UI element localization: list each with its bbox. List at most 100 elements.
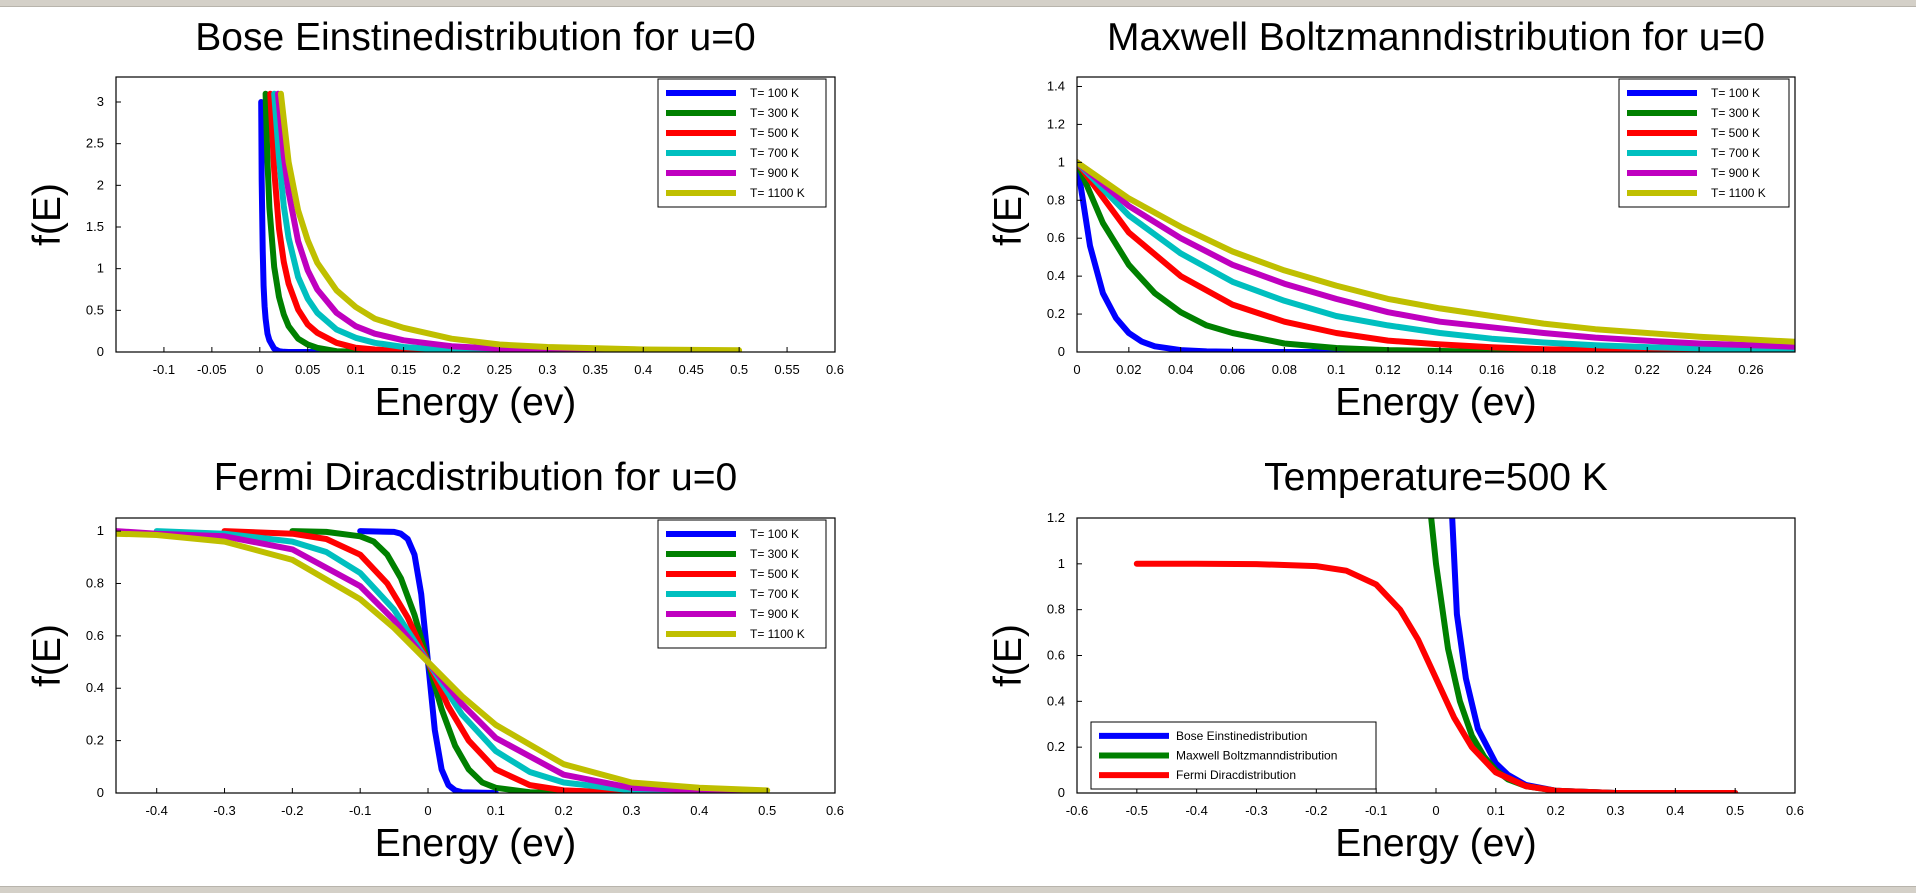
x-tick-label: 0 [1073,362,1080,377]
legend-label: T= 300 K [1711,106,1760,120]
series-line-3 [1133,560,1739,793]
legend-label: T= 500 K [1711,126,1760,140]
x-tick-label: -0.3 [1245,803,1267,818]
y-tick-label: 0.4 [1047,268,1065,283]
x-tick-label: 0.06 [1220,362,1245,377]
y-tick-label: 0.4 [1047,693,1065,708]
x-tick-label: 0 [424,803,431,818]
y-tick-label: 0.5 [86,302,104,317]
legend-label: T= 300 K [750,106,799,120]
legend-label: T= 1100 K [750,186,805,200]
x-tick-label: 0.08 [1272,362,1297,377]
y-tick-label: 0.2 [86,733,104,748]
x-tick-label: 0.16 [1479,362,1504,377]
x-tick-label: 0.02 [1116,362,1141,377]
x-axis-label: Energy (ev) [1335,381,1537,424]
plot-frame [115,517,836,794]
x-tick-label: 0.05 [295,362,320,377]
x-tick-label: 0.5 [1726,803,1744,818]
x-tick-label: 0.15 [391,362,416,377]
x-tick-label: 0.5 [758,803,776,818]
x-tick-label: 0.2 [1547,803,1565,818]
x-tick-label: 0.3 [1606,803,1624,818]
legend-label: T= 700 K [1711,146,1760,160]
x-tick-label: -0.1 [349,803,371,818]
x-tick-label: 0.45 [679,362,704,377]
x-tick-label: 0.2 [1586,362,1604,377]
series-line-6 [277,90,743,352]
x-tick-label: 0.24 [1686,362,1711,377]
y-tick-label: 0.6 [86,628,104,643]
x-tick-label: 0.5 [730,362,748,377]
series-line-4 [1077,159,1795,352]
y-tick-label: 0.6 [1047,230,1065,245]
x-tick-label: 0.55 [774,362,799,377]
x-tick-label: 0.18 [1531,362,1556,377]
window-bottom-frame [0,886,1916,893]
y-tick-label: 1 [97,261,104,276]
y-tick-label: 0 [1058,344,1065,359]
chart-title: Bose Einstinedistribution for u=0 [195,16,755,59]
y-tick-label: 1.4 [1047,78,1065,93]
chart-panel-4: Temperature=500 K -0.6 -0.5 -0.4 -0.3 -0.2 -0.… [987,456,1804,865]
x-tick-label: 0.3 [622,803,640,818]
x-tick-label: 0.6 [826,362,844,377]
x-tick-label: 0.6 [1786,803,1804,818]
x-tick-label: 0.2 [555,803,573,818]
x-tick-label: 0.25 [487,362,512,377]
chart-title: Temperature=500 K [1264,456,1608,499]
y-tick-label: 2 [97,177,104,192]
y-tick-label: 2.5 [86,136,104,151]
y-tick-label: 0.8 [1047,602,1065,617]
series-group [1133,518,1739,793]
x-tick-label: -0.5 [1126,803,1148,818]
x-tick-label: 0.1 [347,362,365,377]
x-tick-label: -0.1 [153,362,175,377]
chart-panel-3: Fermi Diracdistribution for u=0 -0.4 -0.3 -… [26,456,844,865]
y-tick-label: 0.4 [86,680,104,695]
series-group [1077,159,1795,352]
x-tick-label: 0.1 [1487,803,1505,818]
x-tick-label: 0.4 [690,803,708,818]
x-tick-label: -0.1 [1365,803,1387,818]
x-axis-label: Energy (ev) [375,381,577,424]
x-tick-label: 0.14 [1427,362,1452,377]
legend-label: Maxwell Boltzmanndistribution [1176,749,1337,763]
legend-label: T= 300 K [750,547,799,561]
y-tick-label: 1 [97,523,104,538]
x-tick-label: 0.2 [442,362,460,377]
x-tick-label: -0.4 [1185,803,1207,818]
y-tick-label: 0.2 [1047,739,1065,754]
series-group [116,528,771,793]
chart-panel-2: Maxwell Boltzmanndistribution for u=0 0 0.… [987,16,1796,424]
y-axis-label: f(E) [26,183,69,246]
x-tick-label: -0.3 [213,803,235,818]
legend-label: T= 900 K [1711,166,1760,180]
y-tick-label: 0 [97,344,104,359]
chart-title: Maxwell Boltzmanndistribution for u=0 [1107,16,1765,59]
x-tick-label: 0.22 [1635,362,1660,377]
legend-label: T= 100 K [750,86,799,100]
y-tick-label: 3 [97,94,104,109]
legend-label: T= 900 K [750,607,799,621]
chart-panel-1: Bose Einstinedistribution for u=0 -0.1 -0.… [26,16,844,424]
x-tick-label: -0.2 [281,803,303,818]
legend-label: T= 1100 K [750,627,805,641]
x-tick-label: 0 [1432,803,1439,818]
series-line-3 [1077,159,1795,352]
legend: T= 100 K T= 300 K T= 500 K T= 700 K T= 900 K… [657,78,827,208]
y-axis-label: f(E) [987,624,1030,687]
y-tick-label: 1 [1058,556,1065,571]
y-tick-label: 1 [1058,154,1065,169]
x-tick-label: -0.2 [1305,803,1327,818]
x-tick-label: 0.4 [1666,803,1684,818]
legend-label: T= 500 K [750,567,799,581]
y-tick-label: 0.6 [1047,648,1065,663]
series-line-6 [116,530,771,793]
legend-label: T= 500 K [750,126,799,140]
x-tick-label: 0.3 [538,362,556,377]
legend-label: T= 900 K [750,166,799,180]
series-line-3 [267,90,743,352]
x-axis-label: Energy (ev) [375,822,577,865]
